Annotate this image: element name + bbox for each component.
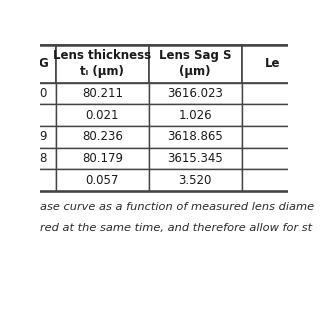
Bar [149,44,242,83]
Text: Le: Le [264,57,280,70]
Bar [30,44,303,191]
Bar [56,148,149,170]
Text: 3618.865: 3618.865 [167,131,223,143]
Text: Lens thickness
tₗ (μm): Lens thickness tₗ (μm) [53,49,151,78]
Bar [242,170,303,191]
Text: 8: 8 [39,152,47,165]
Bar [149,170,242,191]
Text: ase curve as a function of measured lens diame: ase curve as a function of measured lens… [40,202,314,212]
Bar [242,126,303,148]
Bar [30,83,56,104]
Bar [30,148,56,170]
Bar [242,83,303,104]
Text: 9: 9 [39,131,47,143]
Text: 1.026: 1.026 [178,109,212,122]
Text: 3615.345: 3615.345 [167,152,223,165]
Text: red at the same time, and therefore allow for st: red at the same time, and therefore allo… [40,223,312,233]
Bar [30,170,56,191]
Text: 0: 0 [39,87,47,100]
Bar [242,44,303,83]
Text: 80.179: 80.179 [82,152,123,165]
Bar [30,104,56,126]
Text: 0.057: 0.057 [86,174,119,187]
Bar [149,126,242,148]
Bar [56,104,149,126]
Bar [149,83,242,104]
Text: 3.520: 3.520 [179,174,212,187]
Text: 80.211: 80.211 [82,87,123,100]
Text: G: G [38,57,48,70]
Text: Lens Sag S
(μm): Lens Sag S (μm) [159,49,231,78]
Text: 3616.023: 3616.023 [167,87,223,100]
Bar [56,44,149,83]
Text: 80.236: 80.236 [82,131,123,143]
Bar [242,148,303,170]
Bar [30,126,56,148]
Bar [56,170,149,191]
Bar [149,104,242,126]
Bar [56,126,149,148]
Bar [56,83,149,104]
Bar [30,44,56,83]
Bar [149,148,242,170]
Bar [242,104,303,126]
Text: 0.021: 0.021 [86,109,119,122]
